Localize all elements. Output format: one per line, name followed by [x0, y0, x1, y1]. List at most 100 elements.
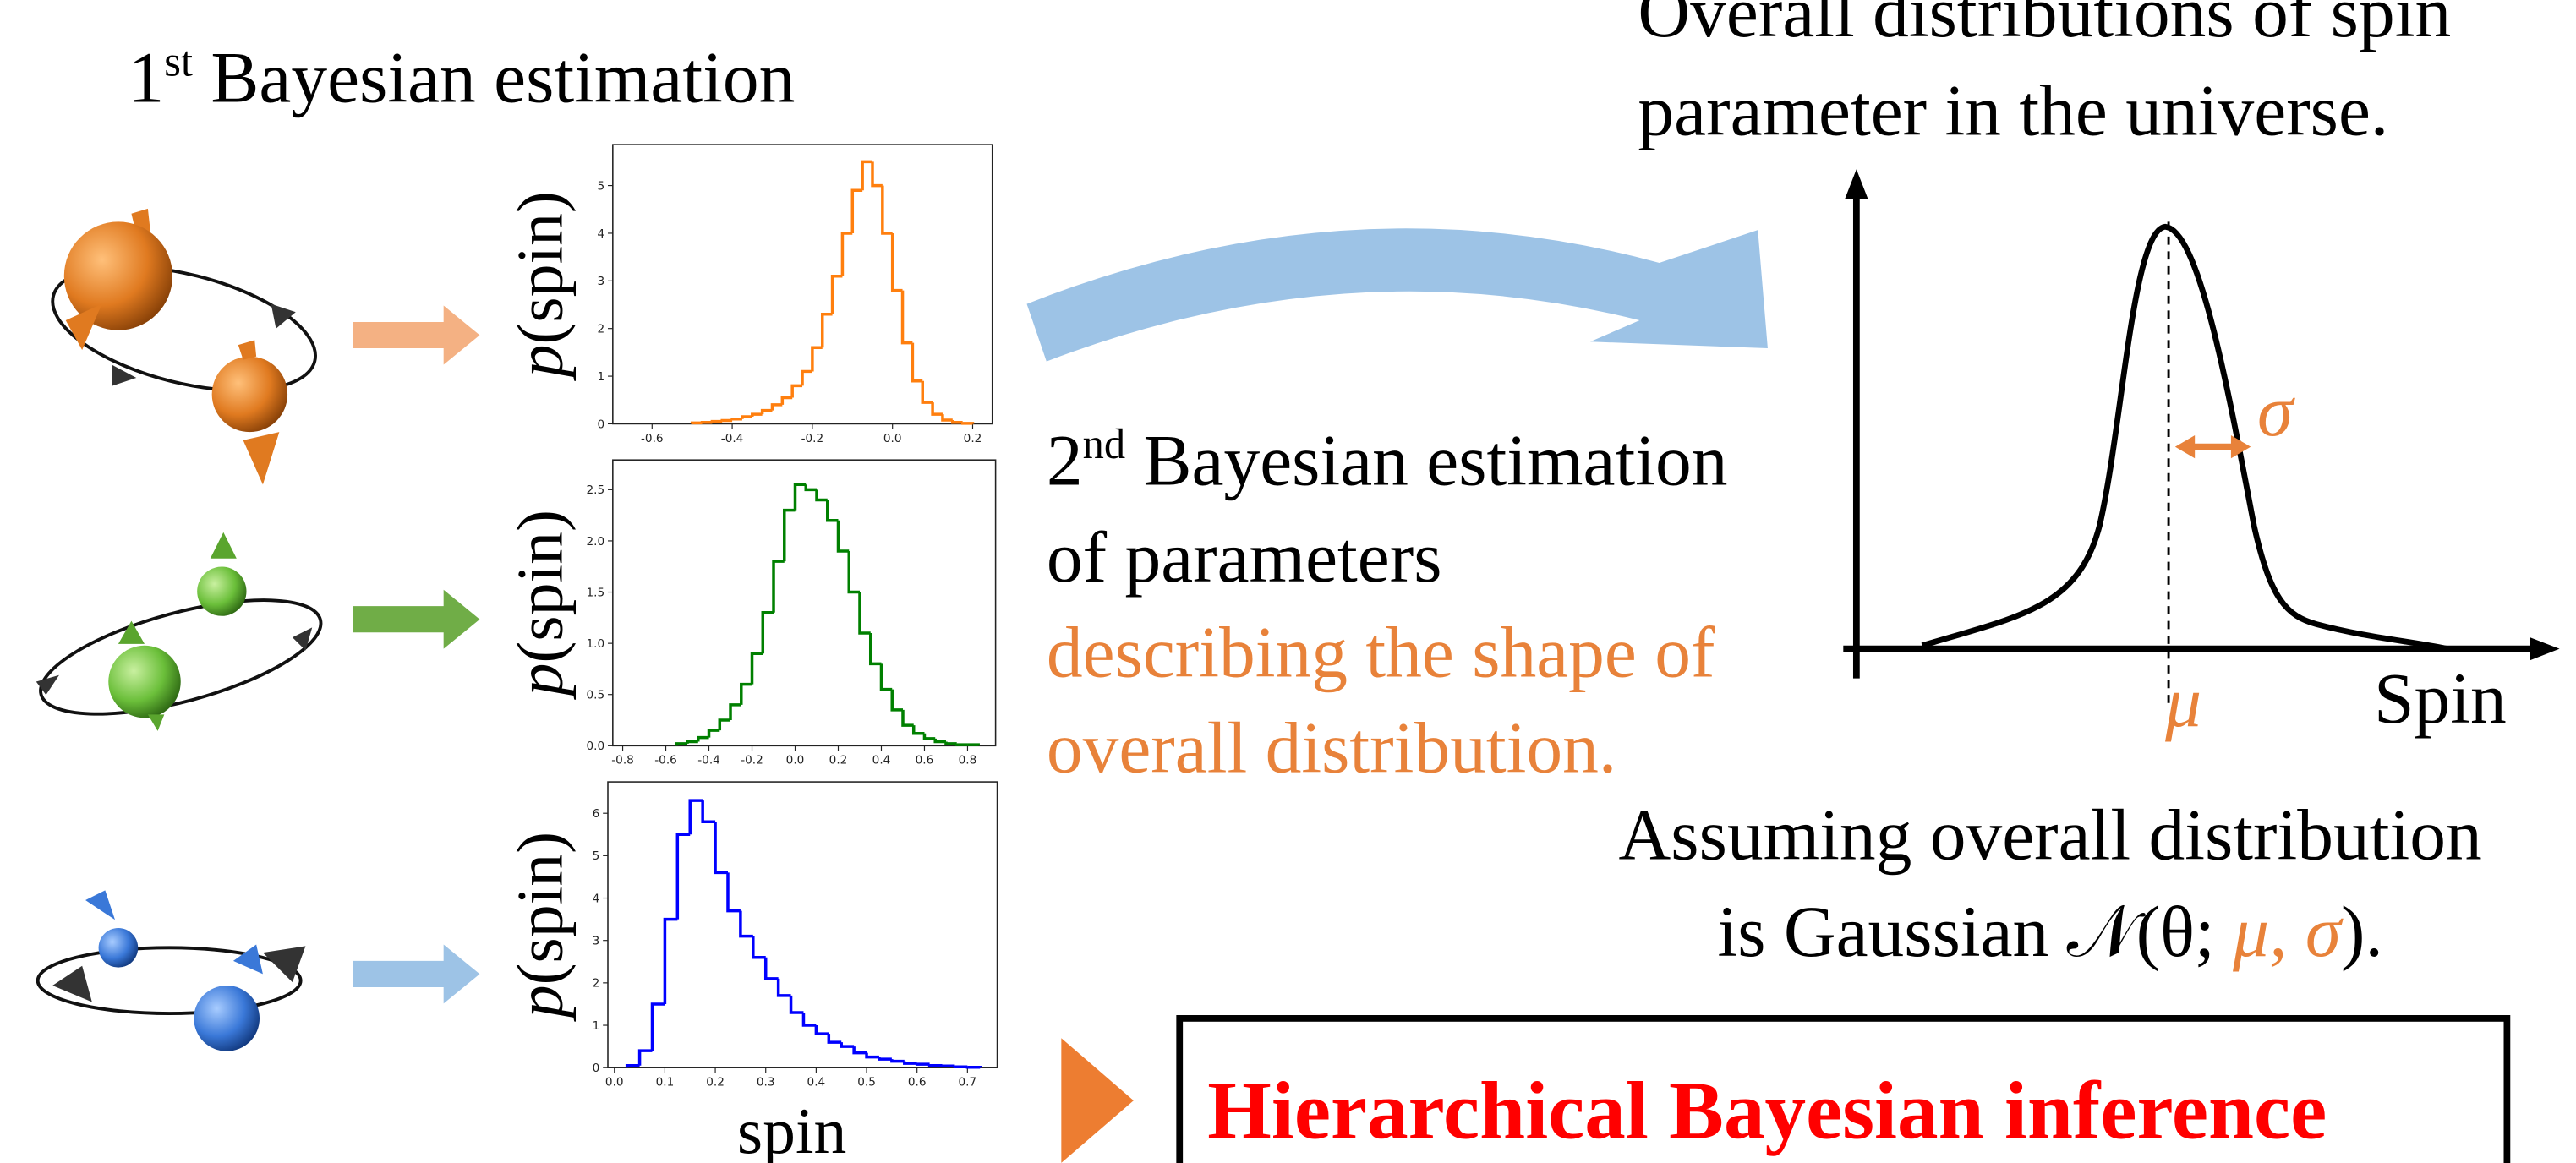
- y-tick-label: 1: [593, 1019, 600, 1033]
- step2-line1: 2nd Bayesian estimation: [1047, 420, 1728, 500]
- histogram-step: [789, 995, 804, 1014]
- assumption-prefix: is Gaussian 𝒩(θ;: [1717, 893, 2233, 972]
- histogram-step: [710, 419, 723, 423]
- x-tick-label: 0.6: [916, 754, 934, 767]
- spin-axis-label: Spin: [2374, 659, 2507, 739]
- x-tick-label: 0.4: [872, 754, 891, 767]
- histogram-step: [890, 1059, 905, 1063]
- y-tick-label: 2.5: [586, 483, 604, 497]
- schematic-axes: [1843, 188, 2539, 679]
- x-tick-label: 0.0: [883, 432, 902, 445]
- step2-sup: nd: [1083, 420, 1126, 467]
- y-tick-label: 5: [597, 179, 604, 193]
- histogram-step: [927, 1063, 943, 1067]
- assumption-line1: Assuming overall distribution: [1619, 795, 2482, 875]
- histogram-step: [911, 342, 923, 383]
- result-pointer: [1061, 1038, 1134, 1163]
- histogram-step: [625, 1063, 640, 1068]
- histogram-step: [944, 741, 957, 745]
- histogram-step: [637, 1049, 653, 1066]
- histogram-step: [801, 369, 812, 386]
- y-axis-label-arg: (spin): [504, 832, 577, 985]
- mu-label: μ: [2164, 663, 2201, 742]
- y-tick-label: 0: [593, 1062, 600, 1075]
- sigma-label: σ: [2257, 372, 2295, 451]
- histogram-step: [729, 703, 741, 721]
- histogram-step: [740, 682, 752, 705]
- arrow-orange: [353, 305, 480, 365]
- step1-title: 1st Bayesian estimation: [129, 37, 796, 117]
- histogram-step: [760, 408, 773, 415]
- histogram-step: [850, 188, 863, 233]
- spin-icon-blue: [36, 890, 306, 1051]
- histogram-step: [780, 396, 793, 405]
- title-sup: st: [164, 37, 193, 85]
- histogram-step: [871, 161, 883, 188]
- histogram-step: [686, 740, 698, 744]
- y-axis-label: p(spin): [504, 832, 577, 1022]
- x-tick-label: 0.0: [605, 1076, 624, 1089]
- histogram-step: [903, 1061, 917, 1065]
- step2-line4: overall distribution.: [1047, 708, 1616, 788]
- y-axis-label-var: p: [504, 663, 577, 700]
- x-tick-label: 0.7: [959, 1076, 977, 1089]
- overall-heading: parameter in the universe.: [1638, 71, 2388, 150]
- histogram-step: [750, 652, 763, 685]
- histogram-step: [931, 402, 943, 416]
- histogram-step: [890, 232, 903, 292]
- title-num: 1: [129, 39, 165, 118]
- histogram-step: [847, 551, 860, 594]
- sigma-arrow: [2174, 435, 2251, 459]
- y-tick-label: 6: [593, 807, 600, 821]
- histogram-step: [865, 1052, 879, 1059]
- histogram-step: [675, 742, 688, 746]
- title-rest: Bayesian estimation: [193, 39, 795, 118]
- histogram-step: [827, 1034, 842, 1044]
- histogram-step: [730, 418, 742, 421]
- histogram-step: [960, 422, 975, 425]
- histogram-step: [675, 833, 691, 920]
- histogram-step: [688, 799, 703, 835]
- y-axis-label-arg: (spin): [504, 510, 577, 663]
- histogram-step: [915, 1062, 930, 1066]
- y-tick-label: 1.0: [586, 637, 604, 651]
- histogram-step: [720, 418, 733, 423]
- gaussian-curve: [1921, 223, 2449, 652]
- histogram-step: [707, 729, 720, 738]
- histogram-step: [663, 917, 678, 1004]
- step2-rest: Bayesian estimation: [1125, 421, 1727, 500]
- histogram-step: [940, 1064, 955, 1067]
- overall-heading: Overall distributions of spin: [1638, 0, 2451, 52]
- histogram-step: [804, 484, 818, 492]
- x-tick-label: 0.6: [908, 1076, 927, 1089]
- histogram-step: [772, 560, 785, 613]
- x-tick-label: -0.4: [721, 432, 744, 445]
- plot-frame: [612, 144, 993, 425]
- y-axis-label: p(spin): [504, 191, 577, 381]
- y-tick-label: 3: [593, 935, 600, 948]
- histogram-step: [868, 633, 882, 666]
- x-tick-label: 0.1: [656, 1076, 675, 1089]
- x-tick-label: -0.2: [741, 754, 763, 767]
- histogram-step: [826, 500, 839, 522]
- y-tick-label: 3: [597, 275, 604, 288]
- x-tick-label: 0.5: [857, 1076, 876, 1089]
- histogram-step: [830, 274, 843, 314]
- arrow-green: [353, 589, 480, 649]
- histogram-step: [741, 415, 752, 419]
- histogram-step: [954, 743, 968, 746]
- axis-arrowheads: [1845, 169, 2560, 661]
- x-tick-label: -0.2: [801, 432, 824, 445]
- x-tick-label: 0.2: [964, 432, 982, 445]
- histogram-step: [953, 1065, 968, 1068]
- arrow-blue: [353, 944, 480, 1004]
- histogram-step: [820, 313, 833, 348]
- histogram-step: [697, 735, 709, 742]
- y-tick-label: 2: [597, 323, 604, 336]
- step2-line2: of parameters: [1047, 518, 1442, 598]
- plot-frame: [607, 781, 998, 1068]
- histogram-step: [941, 414, 953, 422]
